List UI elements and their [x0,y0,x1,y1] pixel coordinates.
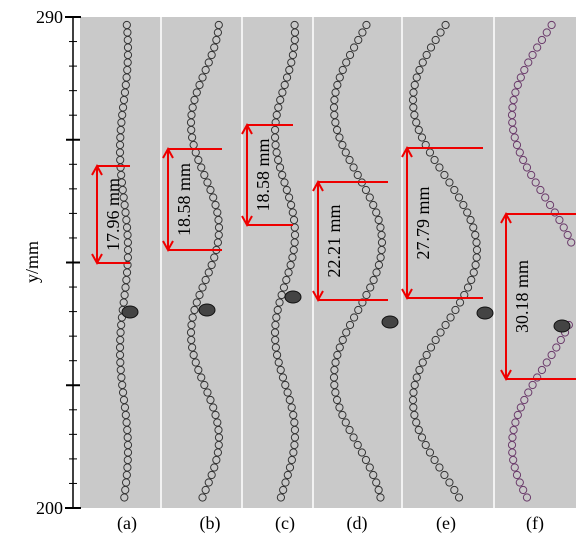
panel-label: (b) [200,513,221,534]
measure-label: 18.58 mm [174,163,194,236]
measure-label: 30.18 mm [512,260,532,333]
y-axis-label: y/mm [22,241,42,283]
panel-label: (f) [526,513,544,534]
measure-label: 17.96 mm [103,178,123,251]
y-tick-label: 200 [36,498,63,518]
bubble [285,291,301,303]
measure-label: 22.21 mm [324,204,344,277]
panel-label: (d) [347,513,368,534]
bubble [477,307,493,319]
panel-label: (c) [275,513,295,534]
panel-label: (e) [436,513,456,534]
bubble [199,304,215,316]
y-tick-label: 290 [36,7,63,27]
bubble [554,320,570,332]
measure-label: 27.79 mm [413,186,433,259]
panel-label: (a) [117,513,137,534]
bubble [382,316,398,328]
bubble [122,306,138,318]
measure-label: 18.58 mm [253,138,273,211]
figure: y/mm 200 290 17.96 mm 18.58 mm 18.58 mm 22.21… [0,0,576,541]
